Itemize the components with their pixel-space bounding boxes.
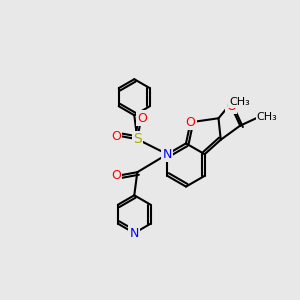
Text: O: O bbox=[111, 130, 121, 143]
Text: CH₃: CH₃ bbox=[229, 97, 250, 107]
Text: O: O bbox=[226, 100, 236, 112]
Text: N: N bbox=[163, 148, 172, 161]
Text: S: S bbox=[133, 132, 142, 146]
Text: N: N bbox=[130, 226, 139, 240]
Text: O: O bbox=[186, 116, 195, 129]
Text: O: O bbox=[111, 169, 121, 182]
Text: O: O bbox=[137, 112, 147, 125]
Text: CH₃: CH₃ bbox=[257, 112, 278, 122]
